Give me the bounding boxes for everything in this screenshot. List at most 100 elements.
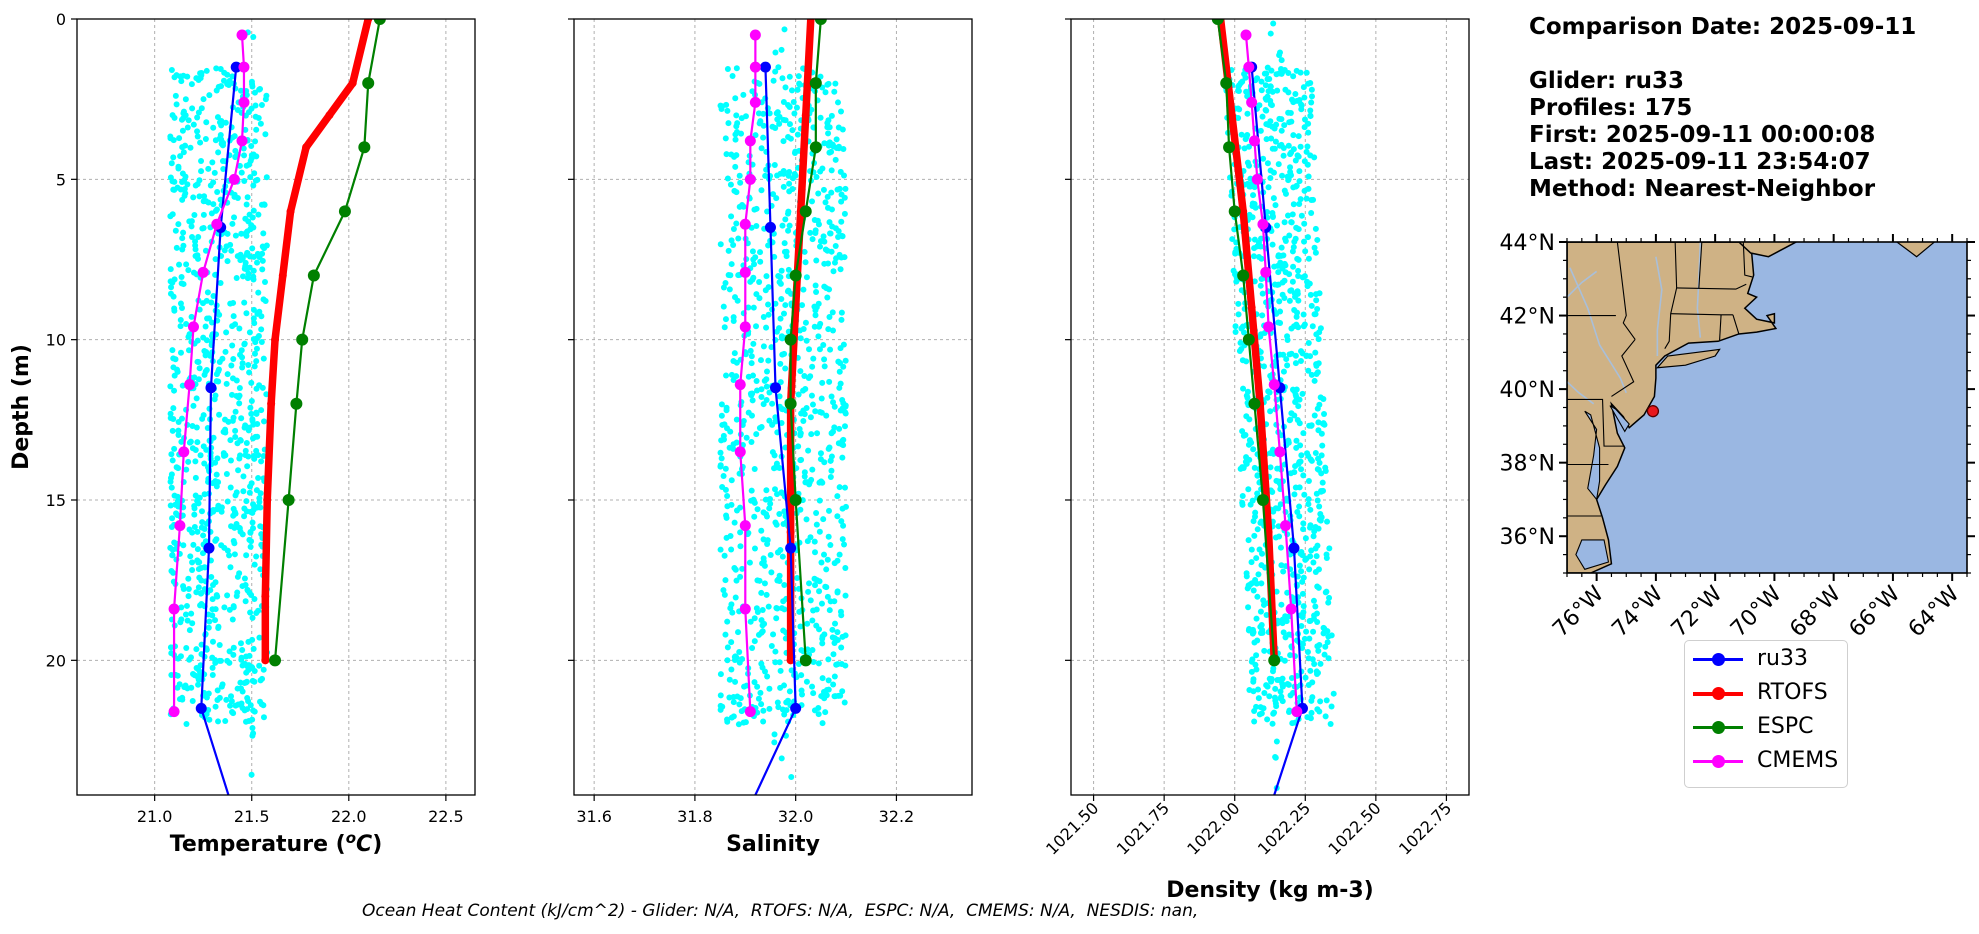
series-espc	[1211, 19, 1281, 667]
scatter-point	[1322, 643, 1329, 650]
scatter-point	[777, 315, 784, 322]
scatter-point	[820, 341, 827, 348]
scatter-point	[808, 476, 815, 483]
x-tick-label: 21.0	[137, 807, 173, 826]
scatter-point	[1292, 235, 1299, 242]
scatter-point	[177, 653, 184, 660]
scatter-point	[229, 73, 236, 80]
scatter-point	[195, 109, 202, 116]
scatter-point	[828, 112, 835, 119]
scatter-point	[1267, 174, 1274, 181]
scatter-point	[168, 471, 175, 478]
scatter-point	[263, 174, 270, 181]
scatter-point	[174, 672, 181, 679]
scatter-point	[1255, 571, 1262, 578]
series-cmems	[168, 29, 250, 718]
scatter-point	[1299, 578, 1306, 585]
scatter-point	[1241, 329, 1248, 336]
scatter-point	[1315, 525, 1322, 532]
scatter-point	[775, 272, 782, 279]
scatter-point	[1250, 253, 1257, 260]
scatter-point	[801, 469, 808, 476]
scatter-point	[817, 243, 824, 250]
scatter-point	[1312, 449, 1319, 456]
scatter-point	[720, 303, 727, 310]
scatter-point	[1254, 526, 1261, 533]
scatter-point	[783, 248, 790, 255]
scatter-point	[728, 261, 735, 268]
data-point-espc	[789, 493, 802, 506]
scatter-point	[731, 565, 738, 572]
scatter-point	[250, 306, 257, 313]
scatter-point	[836, 368, 843, 375]
scatter-point	[1292, 91, 1299, 98]
scatter-point	[200, 300, 207, 307]
scatter-point	[188, 218, 195, 225]
scatter-point	[819, 675, 826, 682]
scatter-point	[822, 246, 829, 253]
scatter-point	[762, 496, 769, 503]
river	[1569, 267, 1628, 394]
scatter-point	[810, 690, 817, 697]
scatter-point	[778, 267, 785, 274]
scatter-point	[1280, 252, 1287, 259]
scatter-point	[256, 308, 263, 315]
scatter-point	[829, 626, 836, 633]
first-time: First: 2025-09-11 00:00:08	[1529, 122, 1876, 148]
scatter-point	[232, 492, 239, 499]
scatter-point	[1316, 290, 1323, 297]
scatter-point	[178, 116, 185, 123]
scatter-point	[1277, 501, 1284, 508]
scatter-point	[218, 504, 225, 511]
legend-item-rtofs: RTOFS	[1685, 677, 1845, 711]
scatter-point	[250, 182, 257, 189]
scatter-point	[179, 127, 186, 134]
scatter-point	[727, 605, 734, 612]
scatter-point	[194, 337, 201, 344]
scatter-point	[733, 123, 740, 130]
land-nova-scotia	[1895, 242, 1936, 258]
scatter-point	[178, 273, 185, 280]
scatter-point	[1314, 466, 1321, 473]
scatter-point	[195, 681, 202, 688]
scatter-point	[1321, 411, 1328, 418]
scatter-point	[215, 83, 222, 90]
data-point-espc	[1248, 397, 1261, 410]
scatter-point	[776, 659, 783, 666]
scatter-point	[191, 511, 198, 518]
scatter-point	[1281, 187, 1288, 194]
scatter-point	[185, 575, 192, 582]
scatter-point	[1295, 297, 1302, 304]
scatter-point	[724, 493, 731, 500]
scatter-point	[828, 393, 835, 400]
scatter-point	[1260, 705, 1267, 712]
state-border	[1676, 283, 1747, 290]
longitude-label: 68°W	[1785, 581, 1846, 642]
scatter-point	[732, 163, 739, 170]
scatter-point	[203, 520, 210, 527]
scatter-point	[200, 532, 207, 539]
data-point-ru33	[1288, 542, 1300, 554]
scatter-point	[215, 149, 222, 156]
scatter-point	[1266, 389, 1273, 396]
scatter-point	[732, 136, 739, 143]
scatter-point	[748, 487, 755, 494]
scatter-point	[169, 112, 176, 119]
scatter-point	[766, 110, 773, 117]
longitude-label: 74°W	[1607, 581, 1668, 642]
scatter-point	[1284, 173, 1291, 180]
scatter-point	[835, 358, 842, 365]
scatter-point	[772, 68, 779, 75]
scatter-point	[756, 120, 763, 127]
scatter-point	[190, 541, 197, 548]
scatter-point	[1305, 255, 1312, 262]
scatter-point	[1303, 628, 1310, 635]
scatter-point	[168, 66, 175, 73]
scatter-point	[831, 88, 838, 95]
scatter-point	[733, 220, 740, 227]
scatter-point	[173, 244, 180, 251]
scatter-point	[1305, 120, 1312, 127]
data-point-cmems	[168, 706, 180, 718]
scatter-point	[728, 639, 735, 646]
scatter-point	[728, 371, 735, 378]
